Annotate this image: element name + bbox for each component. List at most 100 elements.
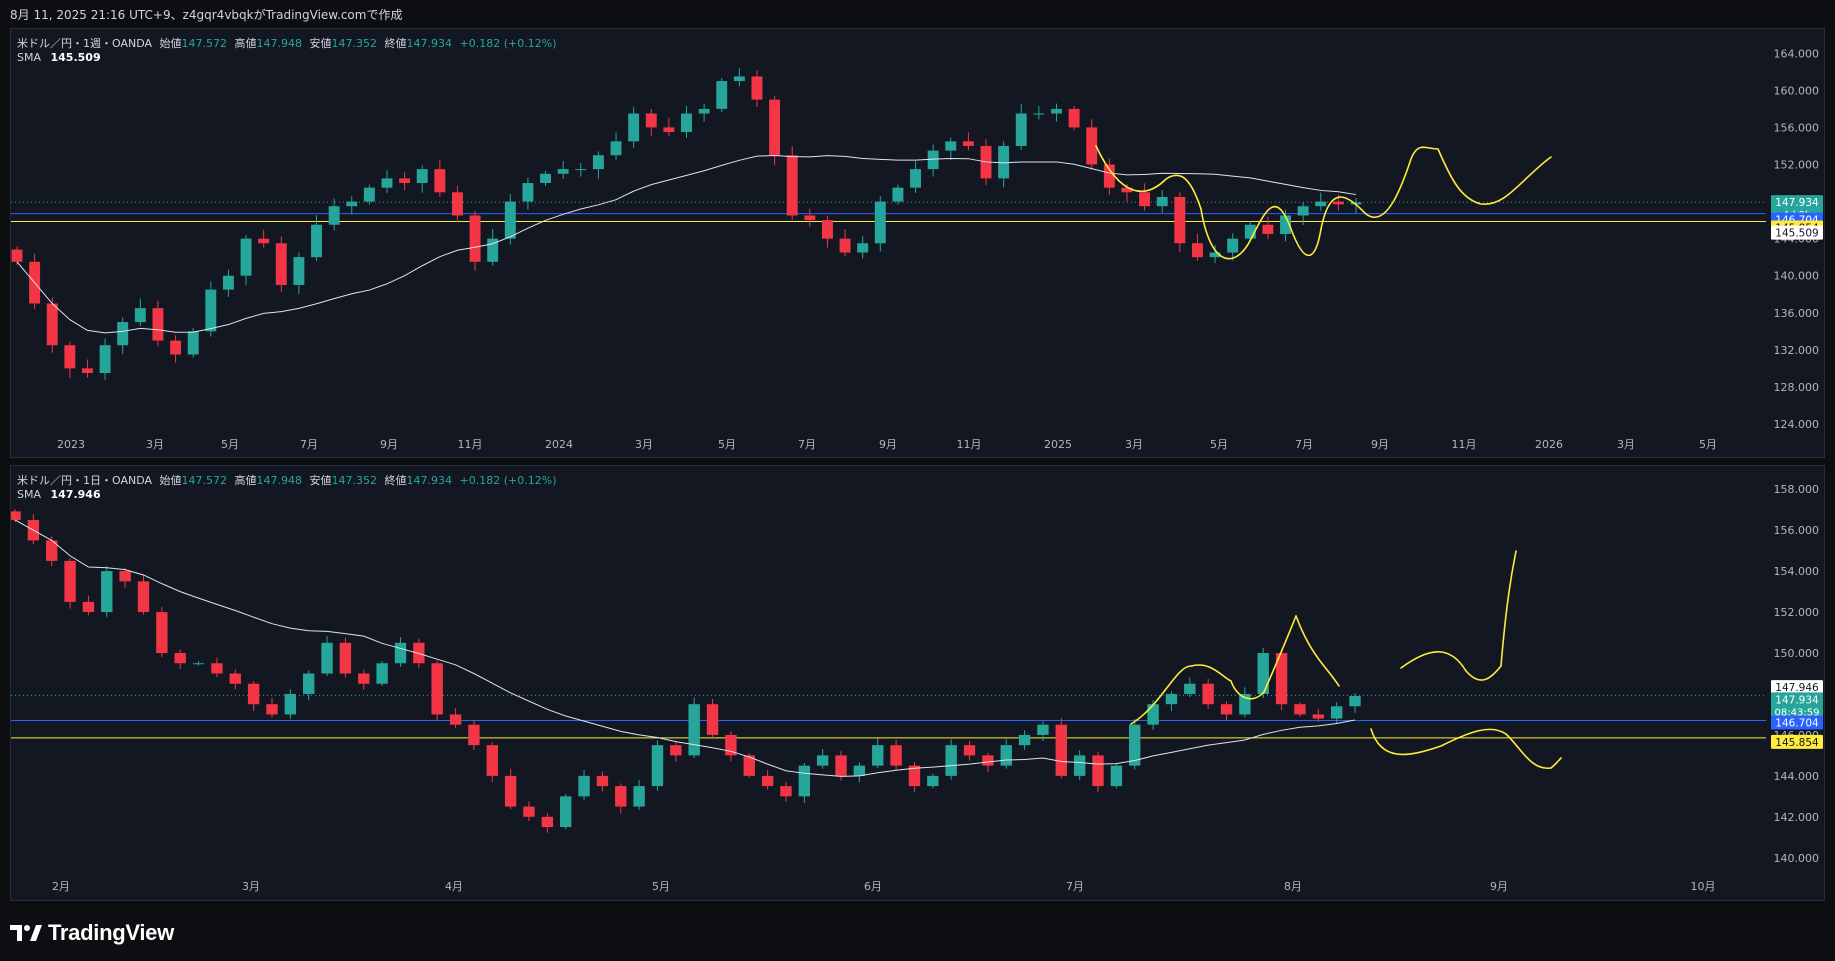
tradingview-footer[interactable]: TradingView: [10, 918, 174, 948]
hand-drawn-annotation: [1295, 615, 1340, 687]
candle-body: [451, 192, 463, 216]
candle-body: [523, 806, 535, 817]
candle-body: [872, 745, 884, 766]
candle-body: [394, 642, 407, 664]
candle-body: [1280, 215, 1291, 234]
candle-body: [1294, 704, 1306, 715]
time-axis-label: 3月: [635, 438, 653, 451]
candle-body: [1257, 653, 1269, 694]
candle-body: [821, 220, 833, 239]
candle-body: [816, 755, 829, 766]
candle-body: [706, 704, 719, 735]
weekly-open: 147.572: [181, 37, 228, 50]
price-badge-countdown: 08:43:59: [1775, 707, 1820, 718]
candle-body: [1051, 108, 1062, 114]
time-axis-label: 10月: [1691, 880, 1716, 893]
time-axis-label: 5月: [718, 438, 736, 451]
candle-body: [119, 571, 131, 582]
candle-body: [725, 734, 737, 756]
candle-body: [339, 642, 352, 674]
candle-body: [1184, 683, 1196, 694]
hand-drawn-annotation: [1130, 615, 1297, 725]
candle-body: [99, 345, 111, 374]
price-badge-white: [1771, 225, 1823, 240]
candle-body: [311, 224, 322, 258]
price-axis-label: 154.000: [1774, 565, 1820, 578]
candle-body: [615, 786, 627, 807]
candle-body: [381, 178, 393, 188]
daily-sma-label: SMA: [17, 488, 41, 501]
candle-body: [266, 704, 278, 715]
candle-body: [1330, 706, 1343, 719]
candle-body: [240, 238, 252, 276]
candle-body: [431, 663, 443, 715]
candle-body: [575, 169, 587, 171]
hand-drawn-annotation: [1095, 145, 1202, 210]
daily-change: +0.182 (+0.12%): [459, 474, 557, 487]
candle-body: [1332, 201, 1344, 205]
daily-high-label: 高値: [234, 474, 257, 487]
candle-body: [780, 786, 792, 797]
candle-body: [688, 704, 700, 756]
candle-body: [733, 76, 745, 82]
price-axis-label: 158.000: [1774, 483, 1820, 496]
candle-body: [610, 141, 622, 156]
candle-body: [645, 113, 657, 128]
candle-body: [1129, 724, 1141, 766]
price-axis-label: 152.000: [1774, 158, 1820, 171]
candle-body: [192, 663, 205, 665]
candle-body: [1312, 714, 1324, 719]
price-badge-green: [1771, 692, 1823, 719]
time-axis-label: 7月: [1066, 880, 1084, 893]
hand-drawn-annotation: [1200, 205, 1322, 260]
daily-sma-legend: SMA 147.946: [17, 488, 101, 501]
candle-body: [927, 775, 939, 787]
top-bar: 8月 11, 2025 21:16 UTC+9、z4gqr4vbqkがTradi…: [0, 0, 1835, 28]
candle-body: [998, 145, 1010, 179]
weekly-chart-canvas[interactable]: 164.000160.000156.000152.000148.000144.0…: [11, 29, 1825, 458]
candle-body: [908, 765, 921, 787]
candle-body: [64, 560, 76, 602]
price-axis-label: 156.000: [1774, 121, 1820, 134]
price-badge-text: 146.704: [1775, 718, 1819, 730]
candle-body: [1015, 113, 1027, 146]
time-axis-label: 7月: [300, 438, 318, 451]
weekly-chart-panel[interactable]: 164.000160.000156.000152.000148.000144.0…: [10, 28, 1825, 458]
candle-body: [1209, 252, 1221, 258]
candle-body: [963, 745, 976, 756]
candle-body: [910, 169, 922, 188]
candle-body: [504, 201, 516, 239]
time-axis-label: 9月: [1371, 438, 1389, 451]
time-axis-label: 7月: [1295, 438, 1313, 451]
candle-body: [835, 755, 847, 776]
price-badge-text: 147.946: [1775, 682, 1819, 694]
price-axis-label: 136.000: [1774, 307, 1820, 320]
candle-body: [187, 331, 199, 355]
candle-body: [1073, 755, 1086, 776]
candle-body: [1315, 201, 1327, 207]
tradingview-logo-icon: [10, 923, 44, 943]
candle-body: [1086, 127, 1098, 165]
candle-body: [751, 76, 763, 100]
weekly-high-label: 高値: [234, 37, 257, 50]
candle-body: [743, 755, 755, 776]
time-axis-label: 8月: [1284, 880, 1302, 893]
candle-body: [982, 755, 994, 766]
price-axis-label: 142.000: [1774, 811, 1820, 824]
candle-body: [1092, 755, 1104, 787]
candle-body: [663, 127, 675, 133]
candle-body: [64, 345, 76, 369]
daily-close: 147.934: [406, 474, 453, 487]
time-axis-label: 5月: [652, 880, 670, 893]
candle-body: [11, 511, 21, 520]
price-axis-label: 128.000: [1774, 381, 1820, 394]
candle-body: [11, 249, 23, 262]
daily-chart-canvas[interactable]: 158.000156.000154.000152.000150.000148.0…: [11, 466, 1825, 901]
candle-body: [769, 99, 781, 156]
candle-body: [134, 308, 146, 323]
candle-body: [416, 169, 428, 184]
candle-body: [540, 173, 552, 184]
candle-body: [358, 673, 370, 684]
daily-chart-panel[interactable]: 158.000156.000154.000152.000150.000148.0…: [10, 465, 1825, 901]
candle-body: [681, 113, 692, 133]
